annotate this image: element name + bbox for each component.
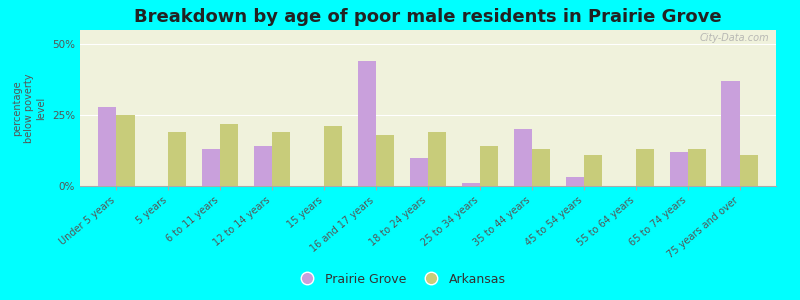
Bar xyxy=(740,155,758,186)
Bar xyxy=(376,135,394,186)
Bar xyxy=(202,149,220,186)
Bar xyxy=(584,155,602,186)
Bar xyxy=(254,146,272,186)
Bar xyxy=(722,81,740,186)
Title: Breakdown by age of poor male residents in Prairie Grove: Breakdown by age of poor male residents … xyxy=(134,8,722,26)
Bar xyxy=(220,124,238,186)
Bar xyxy=(566,178,584,186)
Bar xyxy=(428,132,446,186)
Bar xyxy=(480,146,498,186)
Bar xyxy=(324,126,342,186)
Text: City-Data.com: City-Data.com xyxy=(699,33,769,43)
Bar xyxy=(670,152,688,186)
Bar xyxy=(410,158,428,186)
Bar xyxy=(514,129,532,186)
Bar xyxy=(116,115,134,186)
Bar xyxy=(98,106,116,186)
Bar xyxy=(462,183,480,186)
Bar xyxy=(358,61,376,186)
Legend: Prairie Grove, Arkansas: Prairie Grove, Arkansas xyxy=(290,268,510,291)
Bar xyxy=(272,132,290,186)
Bar xyxy=(636,149,654,186)
Bar xyxy=(688,149,706,186)
Y-axis label: percentage
below poverty
level: percentage below poverty level xyxy=(12,73,46,143)
Bar xyxy=(532,149,550,186)
Bar xyxy=(168,132,186,186)
